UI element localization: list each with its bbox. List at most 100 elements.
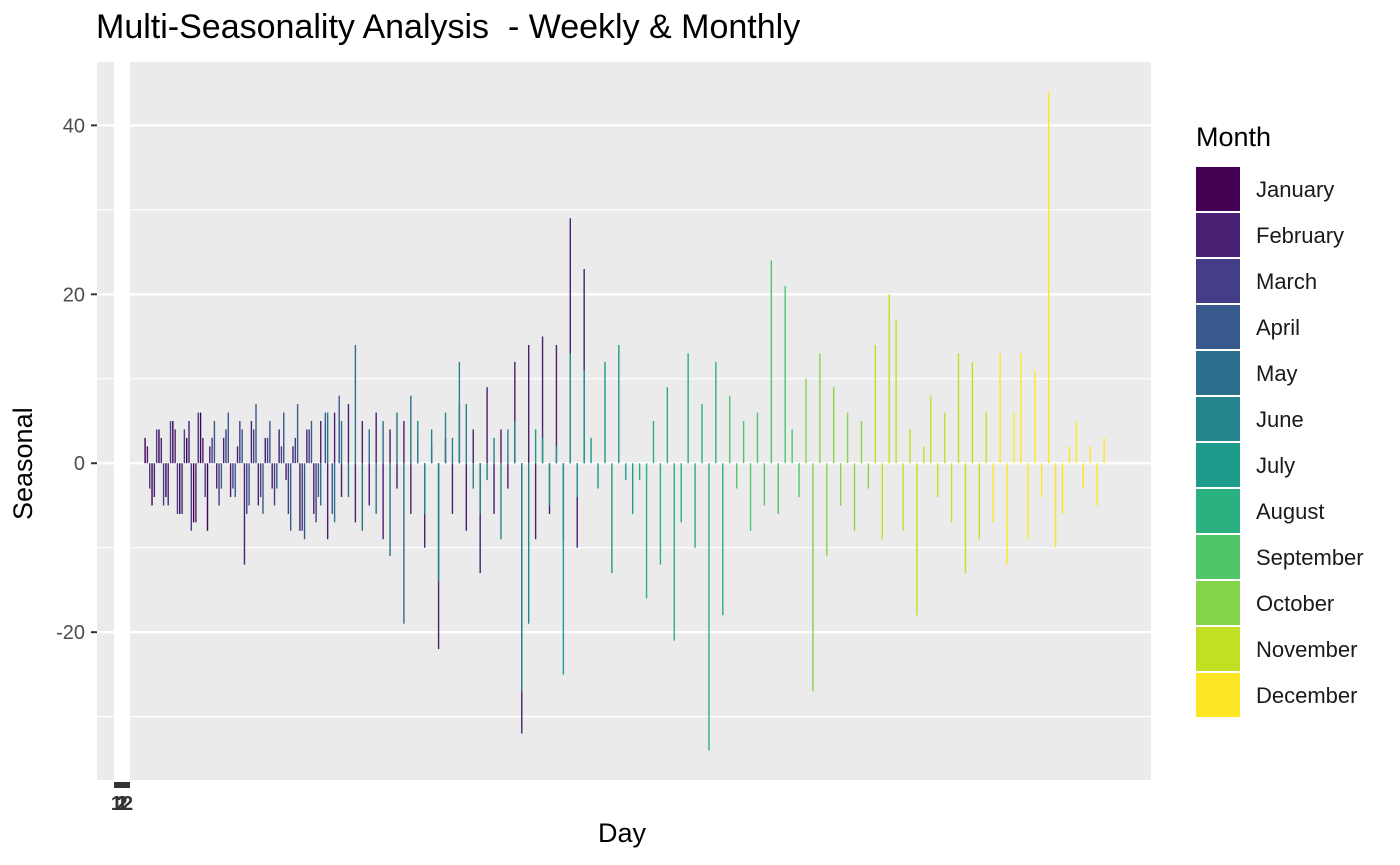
bar-march [239, 421, 241, 464]
legend-swatch [1196, 167, 1240, 211]
bar-june [424, 463, 426, 514]
bar-november [930, 395, 932, 464]
bar-july [597, 463, 599, 489]
legend-swatch [1196, 489, 1240, 533]
bar-july [569, 353, 571, 464]
legend-label: November [1256, 637, 1358, 662]
bar-february [479, 463, 481, 574]
bar-february [188, 421, 190, 464]
bar-june [451, 437, 454, 464]
x-tick-cluster [114, 782, 130, 788]
bar-december [1068, 446, 1071, 464]
bar-february [202, 437, 204, 464]
legend-item-november: November [1196, 627, 1396, 671]
bar-february [320, 421, 322, 464]
legend-label: September [1256, 545, 1364, 570]
legend-item-september: September [1196, 535, 1396, 579]
bar-february [271, 463, 273, 489]
bar-july [541, 437, 544, 464]
bar-october [805, 378, 807, 464]
bar-june [472, 463, 474, 489]
legend-item-august: August [1196, 489, 1396, 533]
bar-january [144, 437, 146, 464]
bar-february [382, 463, 384, 540]
bar-february [326, 463, 329, 540]
bar-january [185, 437, 188, 464]
legend-item-february: February [1196, 213, 1396, 257]
bar-august [673, 463, 675, 641]
bar-december [1020, 353, 1022, 464]
bar-march [294, 437, 297, 464]
bar-december [1006, 463, 1008, 565]
bar-september [756, 412, 759, 464]
bar-july [604, 361, 606, 464]
bar-february [541, 336, 544, 464]
bar-march [232, 463, 234, 489]
bar-november [943, 412, 946, 464]
bar-august [694, 463, 696, 548]
legend-swatch [1196, 351, 1240, 395]
legend-item-may: May [1196, 351, 1396, 395]
bar-may [320, 463, 322, 506]
x-tick-label: 12 [111, 793, 133, 815]
bar-february [278, 429, 280, 464]
bar-december [1054, 463, 1057, 548]
legend-swatch [1196, 259, 1240, 303]
bar-june [507, 429, 509, 464]
bar-june [437, 463, 440, 582]
panel-background [97, 62, 1151, 780]
bar-april [262, 463, 264, 514]
bar-february [486, 387, 488, 464]
bar-march [155, 429, 158, 464]
bar-february [313, 463, 315, 514]
bar-october [826, 463, 828, 557]
bar-april [227, 412, 229, 464]
legend-item-january: January [1196, 167, 1396, 211]
bar-june [493, 437, 495, 464]
bar-november [888, 294, 890, 464]
bar-november [916, 463, 918, 616]
bar-february [472, 429, 474, 464]
legend-label: August [1256, 499, 1325, 524]
legend-item-april: April [1196, 305, 1396, 349]
legend-swatch [1196, 305, 1240, 349]
bar-july [631, 463, 634, 514]
legend-label: January [1256, 177, 1335, 202]
y-tick-label: 40 [63, 115, 85, 137]
x-axis-title: Day [598, 818, 647, 848]
bar-february [493, 463, 495, 514]
bar-may [347, 463, 350, 498]
bar-june [514, 421, 516, 464]
bar-september [777, 463, 779, 514]
bar-december [1027, 463, 1029, 540]
x-tick-label: 2 [116, 793, 127, 815]
bar-march [211, 437, 213, 464]
bar-february [528, 344, 530, 464]
bar-january [206, 463, 209, 531]
bar-november [985, 412, 987, 464]
bar-june [479, 463, 481, 514]
legend-label: July [1256, 453, 1296, 478]
bar-september [742, 421, 745, 464]
bar-november [895, 319, 897, 464]
bar-february [264, 437, 266, 464]
bar-july [590, 437, 592, 464]
bar-september [791, 429, 793, 464]
bar-february [216, 463, 218, 489]
bar-july [576, 463, 578, 498]
bar-january [165, 463, 167, 498]
bar-february [507, 463, 509, 489]
bar-may [326, 412, 329, 464]
bar-may [368, 429, 370, 464]
bar-march [280, 446, 283, 464]
bar-april [241, 429, 243, 464]
bar-november [923, 446, 925, 464]
bar-november [937, 463, 939, 498]
bar-june [417, 421, 419, 464]
bar-august [687, 353, 689, 464]
y-tick-label: -20 [56, 622, 85, 644]
bar-march [301, 463, 303, 531]
bar-november [964, 463, 967, 574]
bar-april [255, 404, 257, 464]
bar-may [403, 463, 405, 624]
